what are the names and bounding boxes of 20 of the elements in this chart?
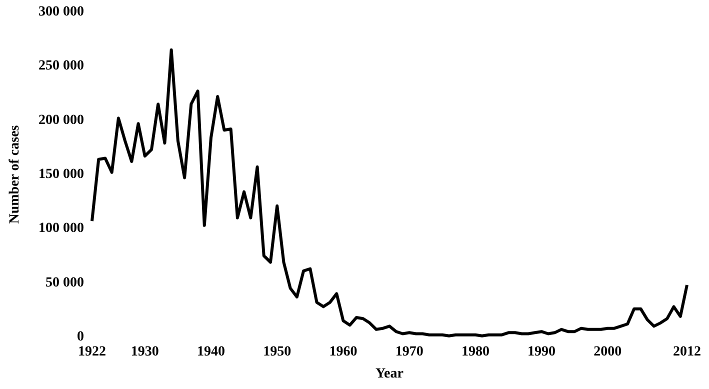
x-tick-label: 2012 [673,344,701,360]
x-axis-title: Year [376,366,404,382]
x-tick-label: 1990 [528,344,556,360]
x-tick-label: 1922 [78,344,106,360]
y-tick-label: 50 000 [46,275,84,290]
y-tick-label: 250 000 [38,58,84,74]
x-tick-label: 1960 [329,344,358,360]
y-tick-label: 150 000 [38,167,84,182]
x-tick-label: 1970 [395,344,424,360]
line-series [90,48,688,338]
x-tick-label: 1980 [461,344,490,360]
y-tick-label: 200 000 [38,112,84,128]
x-tick-label: 1940 [197,344,225,360]
x-tick-label: 1950 [263,344,292,360]
y-tick-label: 100 000 [38,221,84,236]
y-tick-label: 300 000 [38,4,84,20]
y-axis-title: Number of cases [8,124,22,224]
y-tick-label: 0 [77,330,84,344]
x-tick-label: 1930 [130,344,159,360]
x-tick-label: 2000 [594,344,622,360]
